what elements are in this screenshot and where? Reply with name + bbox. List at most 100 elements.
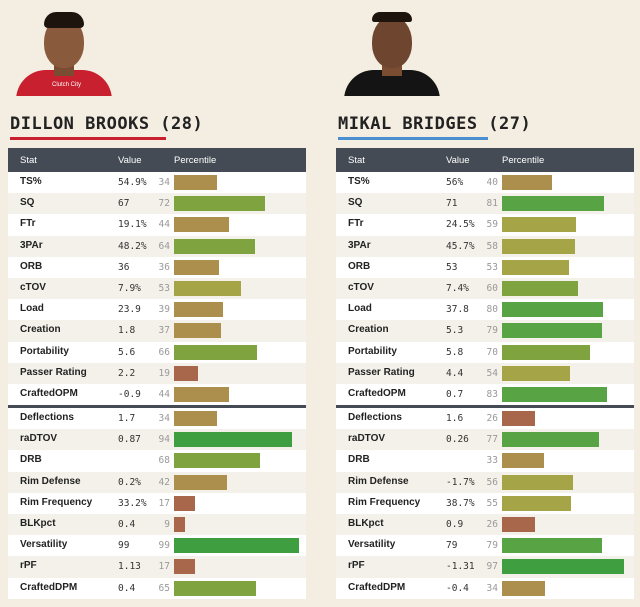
stat-value: 1.8 [118, 325, 136, 337]
stat-name: Deflections [20, 412, 74, 424]
percentile-value: 64 [158, 240, 170, 252]
stat-name: DRB [20, 454, 42, 466]
percentile-value: 53 [486, 261, 498, 273]
stat-value: 56% [446, 177, 464, 188]
percentile-bar [174, 432, 292, 448]
percentile-value: 77 [486, 434, 498, 446]
stat-value: 33.2% [118, 497, 147, 509]
stats-table: Stat Value Percentile TS% 54.9% 34 SQ 67 72 FT… [8, 148, 306, 599]
percentile-bar [502, 280, 578, 296]
table-row: raDTOV 0.26 77 [336, 429, 634, 451]
col-value: Value [446, 155, 470, 166]
percentile-bar [502, 217, 576, 233]
stat-name: FTr [20, 218, 36, 230]
percentile-value: 36 [158, 261, 170, 273]
percentile-value: 70 [486, 346, 498, 358]
percentile-value: 56 [486, 476, 498, 488]
stat-name: Passer Rating [348, 366, 415, 378]
stat-value: 48.2% [118, 240, 147, 252]
stat-value: 0.4 [118, 519, 136, 530]
stat-value: 71 [446, 198, 458, 210]
stat-value: 24.5% [446, 219, 475, 231]
table-row: ORB 36 36 [8, 256, 306, 278]
stat-value: 0.2% [118, 476, 141, 488]
hair-shape [44, 12, 84, 28]
stat-name: CraftedOPM [348, 387, 406, 399]
stat-value: 23.9 [118, 304, 141, 316]
percentile-bar [502, 302, 603, 318]
defense-rows: Deflections 1.7 34 raDTOV 0.87 94 DRB 68 Rim Def… [8, 408, 306, 599]
percentile-value: 34 [486, 582, 498, 594]
table-row: SQ 71 81 [336, 193, 634, 215]
percentile-value: 94 [158, 434, 170, 446]
stat-value: 45.7% [446, 240, 475, 252]
hair-shape [372, 12, 412, 22]
offense-rows: TS% 54.9% 34 SQ 67 72 FTr 19.1% 44 3PAr 48.2% 64 ORB… [8, 172, 306, 406]
percentile-bar [502, 344, 590, 360]
stat-name: SQ [20, 197, 35, 209]
percentile-value: 54 [486, 367, 498, 379]
stat-value: -1.31 [446, 561, 475, 573]
stat-value: 4.4 [446, 367, 464, 379]
percentile-bar [174, 196, 265, 212]
stat-name: Rim Frequency [20, 496, 93, 508]
table-row: ORB 53 53 [336, 256, 634, 278]
col-stat: Stat [348, 155, 365, 166]
stat-name: TS% [348, 176, 370, 187]
stat-value: 67 [118, 198, 130, 210]
stat-name: SQ [348, 197, 363, 209]
table-row: 3PAr 45.7% 58 [336, 235, 634, 257]
percentile-value: 83 [486, 388, 498, 400]
player-photo [336, 10, 448, 96]
section-divider [336, 405, 634, 409]
table-row: Load 23.9 39 [8, 299, 306, 321]
stat-value: 0.87 [118, 434, 141, 446]
stat-name: Creation [20, 324, 61, 336]
table-row: BLKpct 0.9 26 [336, 514, 634, 536]
percentile-bar [502, 386, 607, 402]
stat-name: cTOV [20, 281, 46, 293]
stat-value: 1.6 [446, 413, 464, 425]
stat-name: Load [20, 303, 44, 315]
percentile-value: 40 [486, 177, 498, 188]
table-row: CraftedDPM -0.4 34 [336, 577, 634, 599]
percentile-value: 17 [158, 561, 170, 573]
stat-value: 36 [118, 261, 130, 273]
percentile-bar [174, 538, 299, 554]
table-row: TS% 56% 40 [336, 172, 634, 194]
percentile-value: 81 [486, 198, 498, 210]
stat-name: Portability [348, 345, 397, 357]
percentile-bar [174, 259, 219, 275]
table-row: 3PAr 48.2% 64 [8, 235, 306, 257]
stat-name: Creation [348, 324, 389, 336]
table-row: Load 37.8 80 [336, 299, 634, 321]
stat-name: Deflections [348, 412, 402, 424]
percentile-value: 99 [158, 540, 170, 552]
percentile-value: 59 [486, 219, 498, 231]
stat-value: 0.26 [446, 434, 469, 446]
stat-name: Versatility [348, 539, 396, 551]
stat-name: rPF [20, 560, 37, 572]
stat-name: FTr [348, 218, 364, 230]
stat-value: 19.1% [118, 219, 147, 231]
percentile-bar [502, 474, 573, 490]
stat-name: cTOV [348, 281, 374, 293]
stat-value: -0.9 [118, 388, 141, 400]
table-row: rPF -1.31 97 [336, 556, 634, 578]
stat-value: 99 [118, 540, 130, 552]
defense-rows: Deflections 1.6 26 raDTOV 0.26 77 DRB 33 Rim Def… [336, 408, 634, 599]
table-row: Rim Defense -1.7% 56 [336, 471, 634, 493]
percentile-value: 33 [486, 455, 498, 467]
percentile-value: 58 [486, 240, 498, 252]
stat-name: rPF [348, 560, 365, 572]
stat-value: 79 [446, 540, 458, 552]
table-row: cTOV 7.9% 53 [8, 277, 306, 300]
percentile-value: 79 [486, 540, 498, 552]
table-row: TS% 54.9% 34 [8, 172, 306, 194]
stat-value: 5.6 [118, 346, 136, 358]
percentile-bar [174, 474, 227, 490]
percentile-bar [174, 344, 257, 360]
stat-value: 0.4 [118, 582, 136, 594]
table-row: Creation 1.8 37 [8, 320, 306, 342]
percentile-bar [502, 580, 545, 596]
